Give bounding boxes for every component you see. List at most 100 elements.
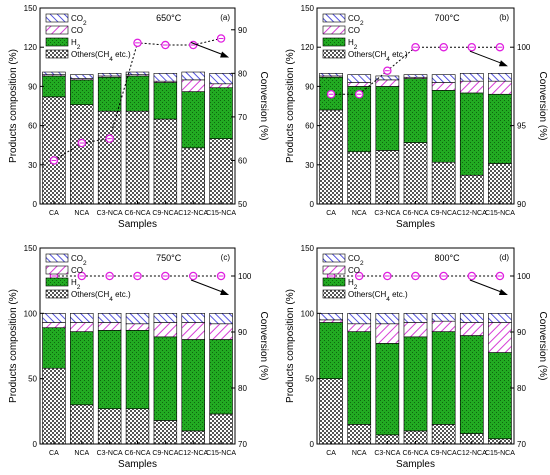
y2tick-label: 100 [517,272,531,281]
chart-panel-c: 0 50 100 150 70 80 90 100 CA NCA C3-NCA C6-NCA C9-NC… [8,244,269,470]
bar-co [403,322,428,338]
bar-h2 [431,331,456,425]
ytick-label: 30 [28,161,37,170]
bar-co [319,319,343,323]
legend-swatch [45,265,69,275]
ytick-label: 150 [24,244,38,253]
bar-co [347,82,372,87]
xtick-label: CA [49,450,59,457]
xtick-label: C15-NCA [485,450,515,457]
xtick-label: C15-NCA [485,210,515,217]
xaxis-title: Samples [396,219,435,230]
bar-h2 [375,343,400,436]
legend-swatch [322,25,346,35]
bar-h2 [42,327,66,369]
bar-co2 [488,313,512,323]
temperature-label: 700°C [434,13,460,23]
ytick-label: 150 [24,4,38,13]
ytick-label: 30 [305,161,314,170]
bar-h2 [431,90,456,163]
y2tick-label: 90 [238,26,247,35]
y2tick-label: 90 [517,200,526,209]
xtick-label: C15-NCA [206,210,236,217]
bar-co2 [347,74,372,83]
temperature-label: 800°C [434,253,460,263]
bar-co [125,323,150,331]
legend-swatch [45,13,69,23]
legend-swatch [45,25,69,35]
chart-panel-a: 0 30 60 90 120 150 50 60 70 80 90 CA NCA C3-NCA C6-NCA… [8,4,269,230]
bar-others [70,404,94,445]
legend-label: CO [348,266,360,275]
xtick-label: CA [49,210,59,217]
bar-h2 [125,330,150,410]
legend-swatch [322,253,346,263]
y2tick-label: 80 [517,384,526,393]
legend-swatch [45,49,69,59]
bar-co [488,80,512,95]
bar-co [209,323,233,340]
bar-others [403,142,428,205]
ytick-label: 150 [301,4,315,13]
xtick-label: C12-NCA [457,450,487,457]
bar-co2 [125,71,150,75]
legend-swatch [322,49,346,59]
panel-tag: (d) [499,253,509,262]
legend-swatch [322,13,346,23]
legend-label: Others(CH4 etc.) [71,290,131,303]
xtick-label: NCA [74,450,89,457]
ytick-label: 0 [33,200,38,209]
panel-tag: (a) [220,13,230,22]
bar-h2 [42,75,66,98]
ytick-label: 100 [24,309,38,318]
bar-others [42,367,66,445]
panel-tag: (c) [221,253,231,262]
bar-h2 [375,86,400,151]
arrow-head [220,51,230,58]
bar-co [42,322,66,329]
y2tick-label: 90 [238,328,247,337]
bar-others [153,420,178,445]
y2tick-label: 90 [517,328,526,337]
bar-h2 [209,87,233,139]
xtick-label: C15-NCA [206,450,236,457]
bar-h2 [319,322,343,379]
bar-co [153,322,178,338]
legend-swatch [322,37,346,47]
bar-co2 [319,73,343,77]
legend-label: Others(CH4 etc.) [348,50,408,63]
bar-others [125,408,150,445]
bar-h2 [181,91,205,149]
xaxis-title: Samples [118,219,157,230]
bar-others [459,174,484,205]
bar-h2 [97,76,122,112]
legend-swatch [322,289,346,299]
xaxis-title: Samples [396,459,435,470]
arrow-head [220,289,230,295]
bar-others [153,118,178,205]
chart-panel-b: 0 30 60 90 120 150 90 95 100 CA NCA C3-NCA C6-NCA C9-… [285,4,548,230]
legend-swatch [45,253,69,263]
bar-co2 [319,313,343,321]
bar-co2 [209,313,233,325]
bar-others [97,408,122,445]
bar-co2 [459,313,484,323]
xtick-label: C12-NCA [178,210,208,217]
y2tick-label: 100 [238,272,252,281]
bar-co [459,80,484,94]
y2axis-title: Conversion (%) [258,312,269,381]
bar-h2 [488,352,512,440]
bar-co2 [42,71,66,75]
bar-h2 [459,335,484,434]
ytick-label: 60 [28,122,37,131]
xtick-label: C6-NCA [402,450,428,457]
ytick-label: 50 [305,375,314,384]
bar-others [347,151,372,205]
bar-co [209,83,233,89]
bar-co [347,323,372,332]
xtick-label: C9-NCA [431,210,457,217]
legend-label: H2 [348,278,358,291]
bar-co2 [70,74,94,79]
bar-h2 [125,75,150,112]
legend-swatch [45,37,69,47]
